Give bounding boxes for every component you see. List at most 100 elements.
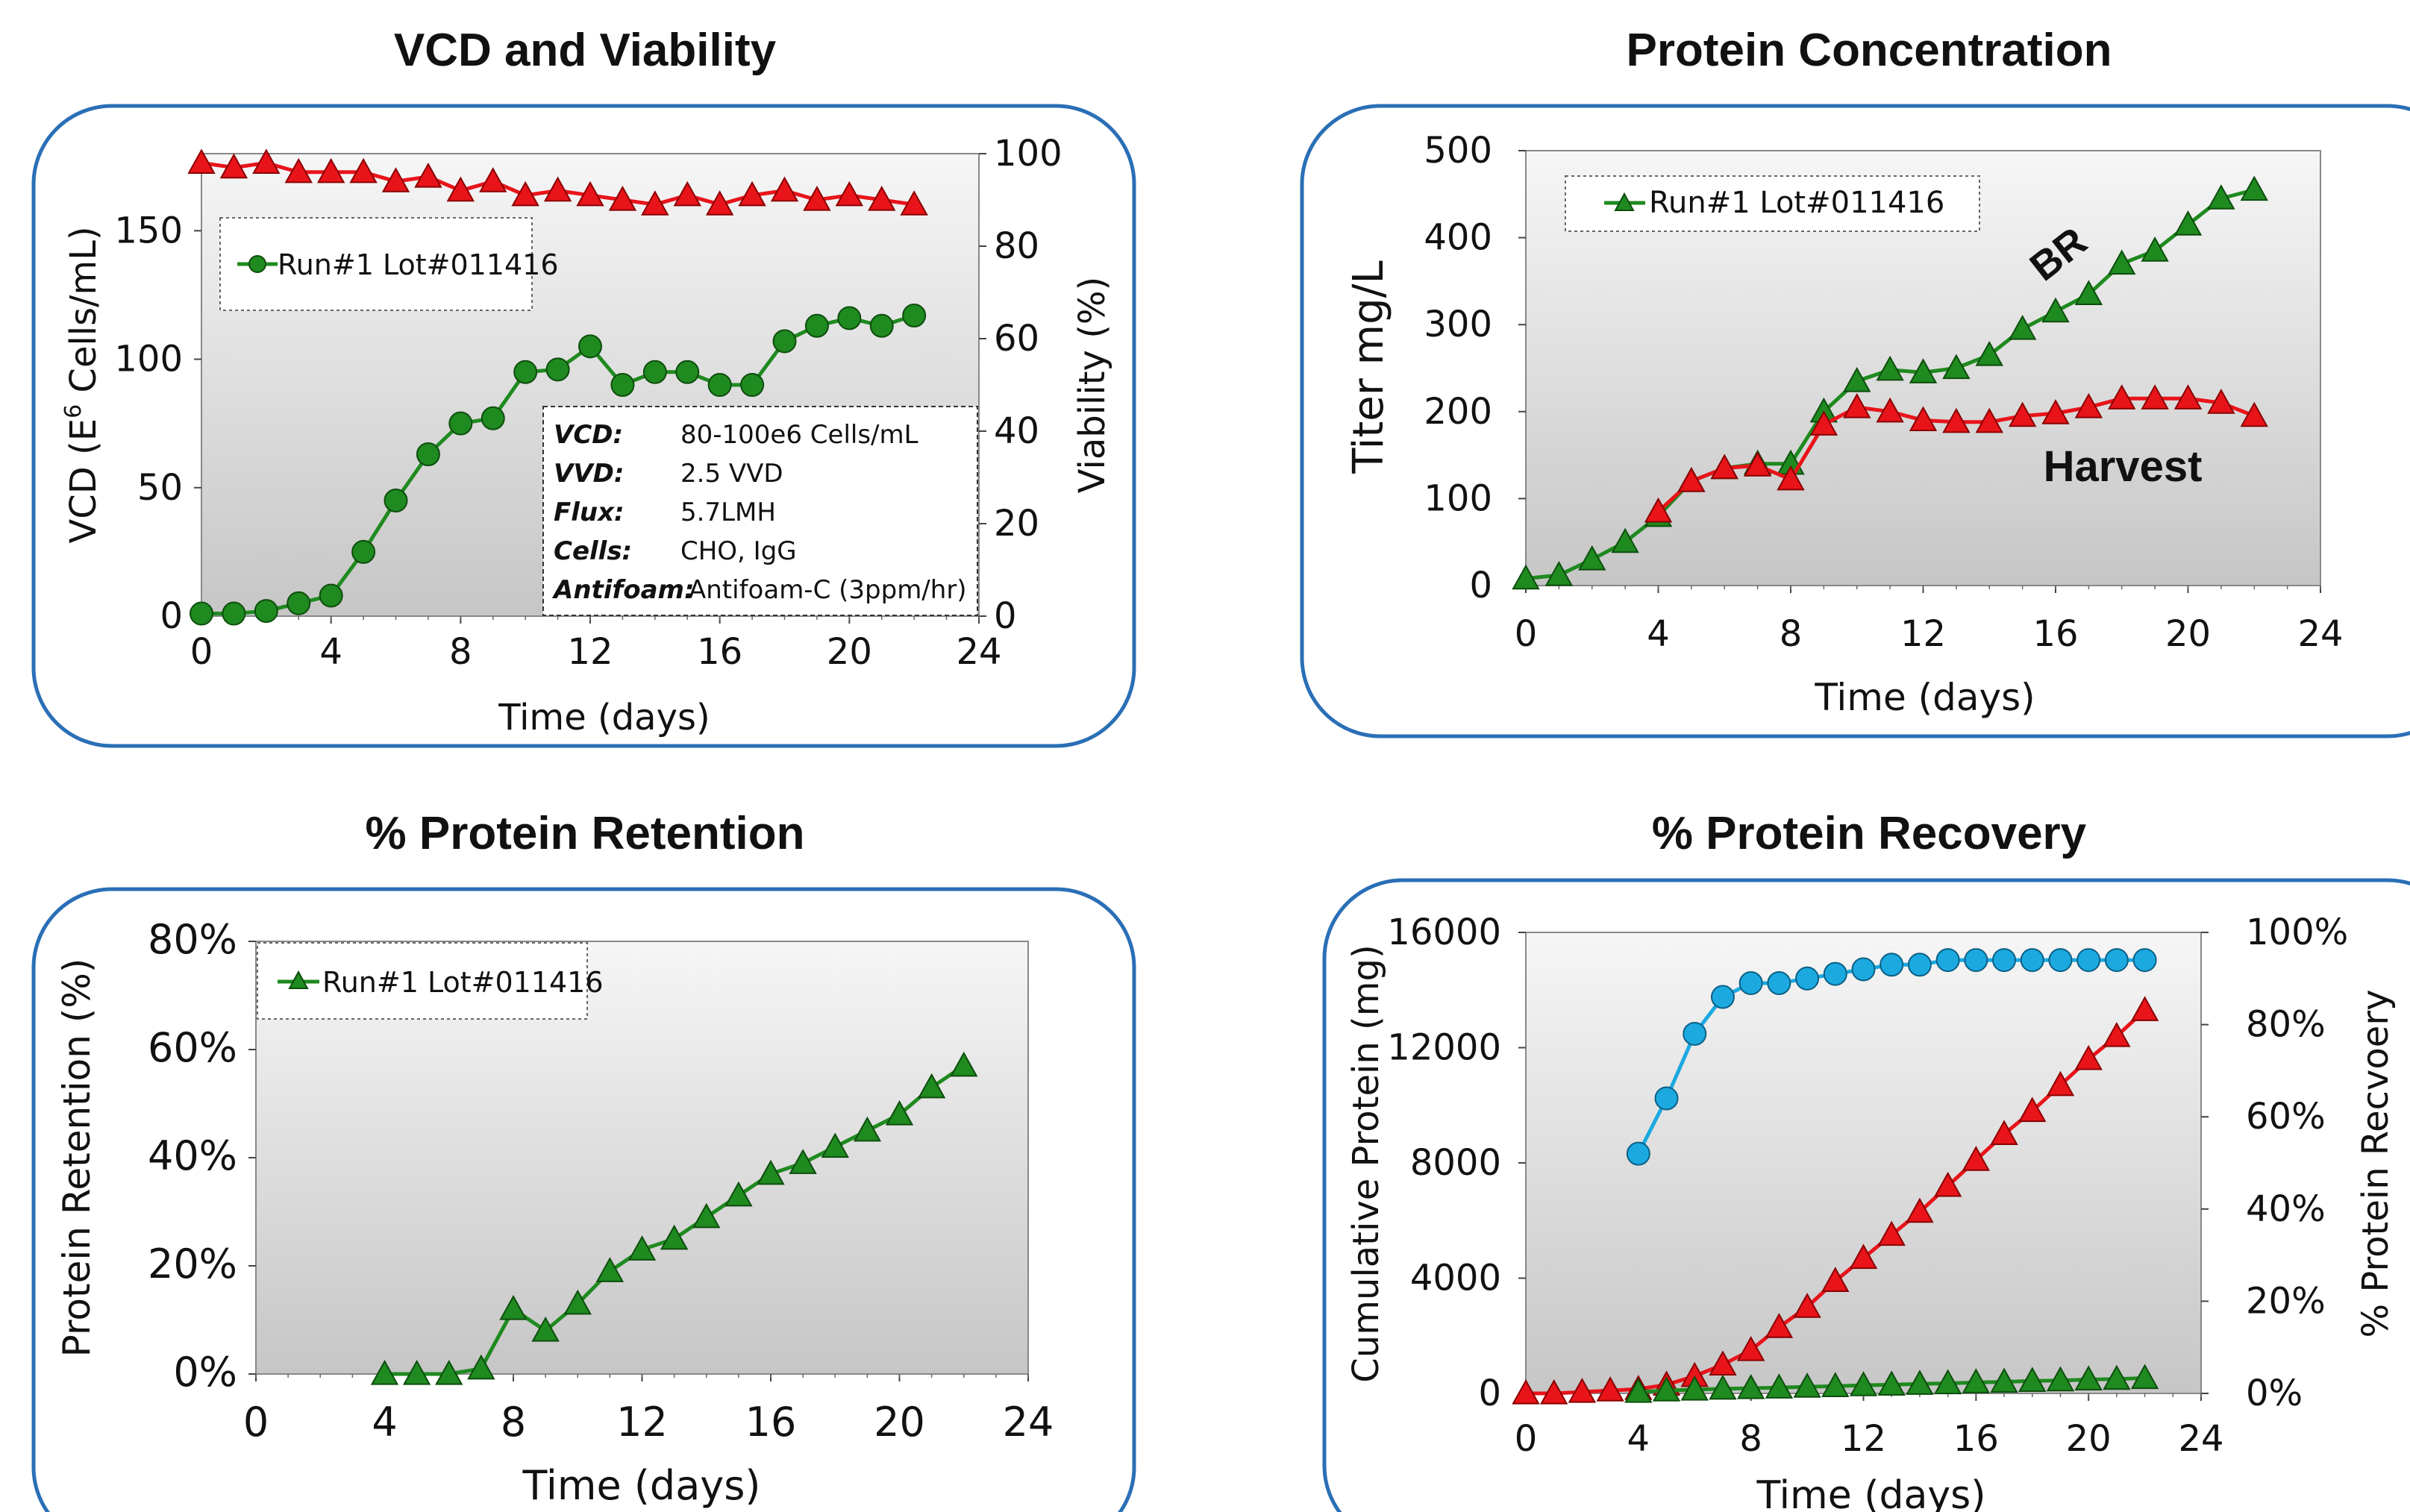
data-point [1990, 1120, 2018, 1145]
data-point [705, 190, 734, 216]
data-point [2173, 384, 2203, 410]
data-point [219, 153, 248, 179]
y-tick-label: 16000 [1387, 912, 1501, 953]
data-point [2130, 996, 2159, 1021]
data-point [252, 148, 281, 174]
x-tick-label: 4 [1627, 1418, 1650, 1460]
data-point [2103, 1364, 2131, 1390]
data-point [1652, 1376, 1681, 1402]
x-tick-label: 8 [449, 631, 472, 673]
data-point [1793, 1373, 1821, 1398]
data-point [1876, 397, 1904, 423]
x-axis-label: Time (days) [1814, 676, 2035, 719]
series-group [1512, 948, 2159, 1405]
data-point [576, 181, 604, 207]
data-point [543, 176, 572, 202]
data-point [1540, 1378, 1568, 1405]
data-point [1843, 392, 1871, 418]
data-point [316, 157, 345, 183]
data-point [2173, 210, 2203, 236]
y-tick-label: 12000 [1387, 1027, 1501, 1069]
info-value: CHO, IgG [680, 536, 797, 566]
y-tick-label: 40% [148, 1132, 237, 1179]
x-tick-label: 20 [827, 631, 872, 673]
x-tick-label: 16 [697, 631, 742, 673]
data-point [1644, 497, 1673, 523]
data-point [627, 1235, 657, 1261]
x-axis-ticks: 0 4 8 12 16 20 24 [243, 1374, 1054, 1446]
data-point [1795, 966, 1820, 991]
data-point [1906, 1197, 1934, 1223]
data-point [2074, 1044, 2103, 1070]
data-point [2207, 389, 2235, 414]
data-point [772, 329, 797, 354]
y2-tick-label: 60 [994, 318, 1039, 360]
x-tick-label: 4 [1647, 613, 1670, 655]
legend-label: Run#1 Lot#011416 [322, 966, 604, 999]
data-point [1626, 1141, 1650, 1166]
y-tick-label: 60% [148, 1024, 237, 1071]
x-tick-label: 4 [319, 631, 342, 673]
y-tick-label: 20% [148, 1240, 237, 1287]
data-point [900, 190, 928, 216]
y-axis-ticks: 0 100 200 300 400 500 [1424, 130, 1526, 606]
chart-title: % Protein Retention [365, 808, 804, 859]
data-point [757, 1159, 785, 1185]
data-point [1933, 1171, 1962, 1197]
data-point [287, 591, 311, 615]
data-point [1909, 358, 1938, 383]
annotation-harvest: Harvest [2044, 442, 2203, 491]
data-point [531, 1316, 560, 1342]
data-point [2041, 297, 2070, 323]
data-point [2046, 1366, 2075, 1392]
data-point [349, 157, 378, 183]
data-point [1964, 948, 1988, 973]
data-point [1907, 953, 1932, 977]
y2-tick-label: 100% [2246, 912, 2348, 953]
y2-axis-label: % Protein Recvoery [2355, 990, 2397, 1338]
data-point [1880, 953, 1904, 977]
panel-frame [1300, 104, 2410, 738]
data-point [2008, 401, 2037, 427]
data-point [738, 181, 766, 207]
data-point [1765, 1313, 1794, 1338]
y2-tick-label: 40% [2246, 1188, 2326, 1230]
data-point [707, 373, 732, 397]
legend-marker [288, 970, 309, 989]
y-tick-label: 150 [114, 210, 183, 251]
data-point [642, 360, 667, 384]
y2-tick-label: 80% [2246, 1004, 2326, 1046]
data-point [1877, 1370, 1906, 1396]
info-value: Antifoam-C (3ppm/hr) [689, 575, 967, 605]
data-point [2008, 314, 2037, 340]
data-point [370, 1359, 399, 1385]
x-tick-label: 16 [2032, 613, 2078, 655]
info-box: VCD: 80-100e6 Cells/mL VVD: 2.5 VVD Flux: 5.7… [542, 406, 978, 616]
info-value: 80-100e6 Cells/mL [680, 420, 918, 450]
y-tick-label: 0% [173, 1349, 237, 1396]
data-point [187, 148, 216, 174]
legend-marker [1614, 192, 1635, 211]
data-point [1793, 1293, 1821, 1318]
x-tick-label: 24 [2178, 1418, 2223, 1460]
data-point [381, 167, 410, 192]
data-point [2074, 392, 2103, 418]
x-tick-label: 0 [243, 1399, 269, 1446]
data-point [610, 373, 635, 397]
y-axis-ticks: 0 4000 8000 12000 16000 [1387, 912, 1526, 1414]
x-tick-label: 12 [1841, 1418, 1886, 1460]
data-point [1962, 1368, 1991, 1393]
data-point [902, 304, 927, 327]
y-axis-label: Titer mg/L [1345, 260, 1393, 474]
panel-protein-retention: % Protein Retention 0% 20% 40% 60% 80% 0 4 8 12… [31, 808, 1136, 1512]
data-point [1765, 1373, 1794, 1399]
y-axis-label: Protein Retention (%) [55, 959, 98, 1358]
data-point [414, 162, 442, 188]
data-point [2108, 384, 2136, 410]
data-point [446, 176, 475, 202]
data-point [511, 181, 539, 207]
data-point [1624, 1378, 1653, 1403]
y2-tick-label: 20% [2246, 1280, 2326, 1322]
legend: Run#1 Lot#011416 [219, 217, 559, 311]
x-axis-label: Time (days) [498, 697, 710, 738]
